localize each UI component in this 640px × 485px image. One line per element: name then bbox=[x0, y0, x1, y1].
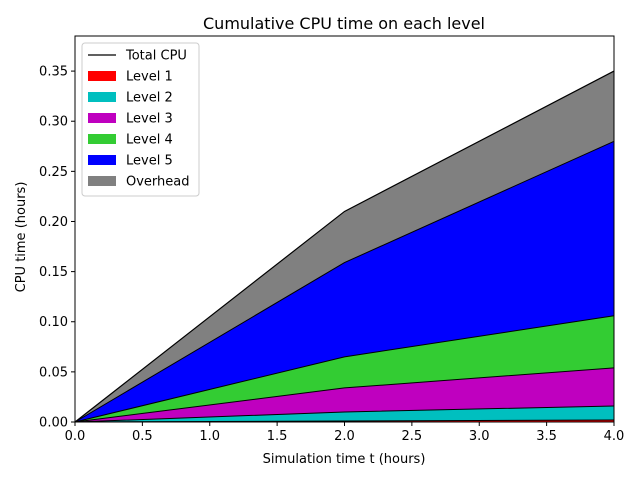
y-axis-label: CPU time (hours) bbox=[14, 182, 29, 293]
x-tick-label: 2.0 bbox=[334, 429, 355, 444]
y-tick-label: 0.05 bbox=[39, 365, 68, 380]
legend-swatch-level-1 bbox=[88, 71, 116, 81]
legend-swatch-level-2 bbox=[88, 92, 116, 102]
y-tick-label: 0.10 bbox=[39, 315, 68, 330]
y-tick-label: 0.25 bbox=[39, 165, 68, 180]
x-tick-label: 2.5 bbox=[402, 429, 423, 444]
legend-label-total-cpu: Total CPU bbox=[125, 49, 187, 64]
level-2-upper-edge bbox=[74, 405, 615, 423]
level-4-area bbox=[75, 315, 614, 422]
y-tick-label: 0.35 bbox=[39, 65, 68, 80]
overhead-area bbox=[75, 71, 614, 422]
legend-swatch-level-3 bbox=[88, 113, 116, 123]
total-cpu-line bbox=[74, 70, 615, 423]
x-axis-ticks: 0.0 0.5 1.0 1.5 2.0 2.5 3.0 3.5 4.0 bbox=[65, 422, 625, 444]
level-5-area bbox=[75, 141, 614, 423]
legend-label-overhead: Overhead bbox=[126, 175, 190, 190]
y-tick-label: 0.00 bbox=[39, 416, 68, 431]
legend-label-level-5: Level 5 bbox=[126, 154, 173, 169]
legend: Total CPU Level 1 Level 2 Level 3 Level 4 Lev… bbox=[81, 42, 200, 197]
y-tick-label: 0.30 bbox=[39, 115, 68, 130]
x-axis-label: Simulation time t (hours) bbox=[263, 452, 426, 467]
level-3-upper-edge bbox=[74, 367, 615, 423]
legend-swatch-overhead bbox=[88, 176, 116, 186]
level-4-upper-edge bbox=[74, 315, 615, 423]
legend-label-level-4: Level 4 bbox=[126, 133, 173, 148]
x-tick-label: 3.5 bbox=[536, 429, 557, 444]
chart-title: Cumulative CPU time on each level bbox=[203, 14, 485, 33]
x-tick-label: 1.0 bbox=[199, 429, 220, 444]
stack-boundary-lines bbox=[74, 70, 615, 423]
legend-swatch-level-5 bbox=[88, 155, 116, 165]
legend-label-level-1: Level 1 bbox=[126, 70, 173, 85]
x-tick-label: 3.0 bbox=[469, 429, 490, 444]
stacked-areas bbox=[75, 71, 614, 423]
x-tick-label: 4.0 bbox=[604, 429, 625, 444]
y-axis-ticks: 0.00 0.05 0.10 0.15 0.20 0.25 0.30 0.35 bbox=[39, 65, 75, 431]
legend-label-level-3: Level 3 bbox=[126, 112, 173, 127]
level-5-upper-edge bbox=[74, 140, 615, 423]
legend-label-level-2: Level 2 bbox=[126, 91, 173, 106]
legend-swatch-level-4 bbox=[88, 134, 116, 144]
y-tick-label: 0.15 bbox=[39, 265, 68, 280]
level-2-area bbox=[75, 405, 614, 422]
x-tick-label: 1.5 bbox=[267, 429, 288, 444]
x-tick-label: 0.5 bbox=[132, 429, 153, 444]
x-tick-label: 0.0 bbox=[65, 429, 86, 444]
level-3-area bbox=[75, 367, 614, 422]
y-tick-label: 0.20 bbox=[39, 215, 68, 230]
